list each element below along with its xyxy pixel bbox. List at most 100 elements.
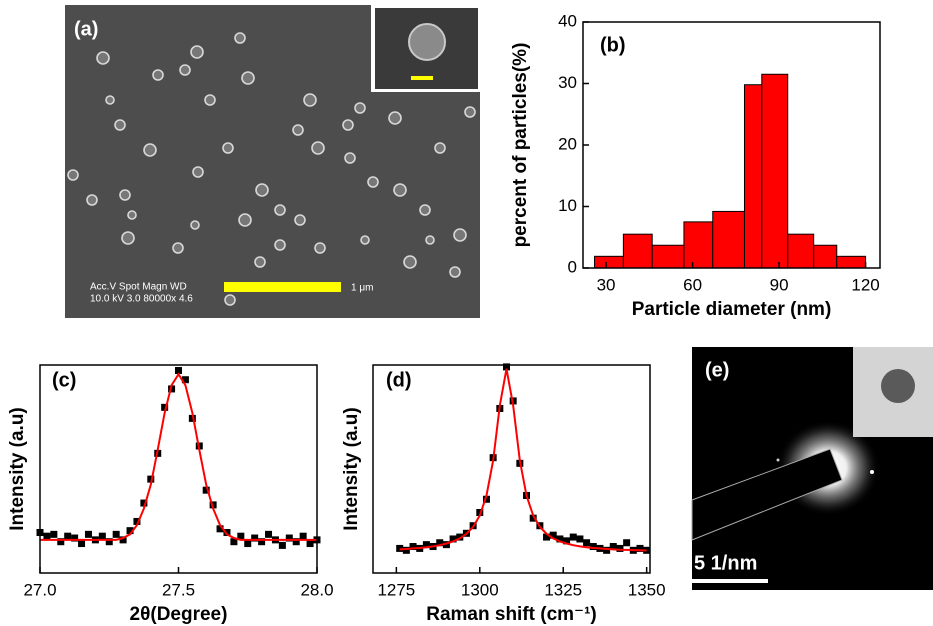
- particle: [173, 243, 183, 253]
- particle: [120, 190, 130, 200]
- sem-image: (a) Acc.V Spot Magn WD 10.0 kV 3.0 80000…: [65, 5, 480, 318]
- bar: [652, 245, 684, 268]
- particle: [68, 170, 78, 180]
- particle: [128, 211, 136, 219]
- particle: [420, 205, 430, 215]
- data-point: [85, 531, 92, 538]
- y-tick-label: 10: [558, 196, 577, 215]
- data-point: [99, 533, 106, 540]
- bar: [595, 256, 624, 268]
- sem-info: Acc.V Spot Magn WD: [90, 282, 187, 293]
- scale-bar: [224, 282, 341, 292]
- data-point: [50, 531, 57, 538]
- particle: [275, 205, 285, 215]
- particle: [87, 195, 97, 205]
- inset-particle: [409, 24, 445, 60]
- y-tick-label: 0: [568, 257, 577, 276]
- panel-label: (b): [600, 34, 626, 56]
- x-tick-label: 1275: [377, 580, 415, 599]
- data-point: [244, 540, 251, 547]
- data-point: [576, 535, 583, 542]
- particle: [144, 144, 156, 156]
- scale-bar: [692, 579, 768, 583]
- particle: [368, 177, 378, 187]
- figure: (a) Acc.V Spot Magn WD 10.0 kV 3.0 80000…: [0, 0, 933, 626]
- x-tick-label: 28.0: [300, 580, 333, 599]
- saed-image: (e) 5 1/nm: [692, 347, 933, 590]
- particle: [295, 215, 305, 225]
- page: {"images": {"a": {"label": "(a)", "info"…: [0, 0, 933, 626]
- data-point: [265, 531, 272, 538]
- particle: [275, 240, 285, 250]
- fit-line: [400, 369, 647, 551]
- particle: [315, 243, 325, 253]
- bar: [814, 245, 837, 268]
- data-point: [279, 542, 286, 549]
- bar: [713, 211, 745, 268]
- particle: [235, 33, 245, 43]
- particle: [191, 46, 203, 58]
- bar: [744, 85, 761, 268]
- particle: [225, 295, 235, 305]
- x-axis-label: Particle diameter (nm): [632, 299, 832, 320]
- panel-label: (d): [386, 369, 412, 391]
- inset-scale-bar: [411, 76, 433, 80]
- bar: [788, 234, 814, 268]
- x-tick-label: 27.0: [23, 580, 56, 599]
- particle: [293, 125, 303, 135]
- particle: [256, 184, 268, 196]
- x-tick-label: 1325: [544, 580, 582, 599]
- particle: [193, 167, 203, 177]
- y-tick-label: 40: [558, 11, 577, 30]
- y-axis-label: Intensity (a.u): [7, 407, 28, 531]
- particle: [239, 214, 251, 226]
- x-tick-label: 27.5: [162, 580, 195, 599]
- x-tick-label: 30: [597, 275, 616, 294]
- particle: [450, 267, 460, 277]
- particle: [355, 103, 365, 113]
- data-point: [570, 534, 577, 541]
- particle: [97, 52, 109, 64]
- particle: [122, 232, 134, 244]
- particle: [191, 221, 199, 229]
- x-tick-label: 1300: [461, 580, 499, 599]
- y-axis-label: percent of particles(%): [510, 43, 531, 248]
- particle: [180, 65, 190, 75]
- x-axis-label: Raman shift (cm⁻¹): [426, 604, 597, 625]
- y-tick-label: 20: [558, 134, 577, 153]
- particle: [205, 95, 215, 105]
- panel-label: (e): [705, 359, 729, 381]
- scale-label: 1 μm: [351, 283, 373, 294]
- data-point: [64, 533, 71, 540]
- data-point: [623, 539, 630, 546]
- y-tick-label: 30: [558, 73, 577, 92]
- y-axis-label: Intensity (a.u): [341, 407, 362, 531]
- data-point: [307, 540, 314, 547]
- particle: [454, 229, 466, 241]
- particle: [242, 72, 254, 84]
- particle: [255, 257, 265, 267]
- bar: [684, 222, 713, 268]
- particle: [312, 142, 324, 154]
- data-point: [43, 533, 50, 540]
- fit-line: [40, 374, 317, 540]
- particle: [361, 236, 369, 244]
- particle: [394, 184, 406, 196]
- x-axis-label: 2θ(Degree): [130, 604, 228, 625]
- particle: [435, 143, 445, 153]
- x-tick-label: 90: [770, 275, 789, 294]
- diffraction-spot: [777, 459, 780, 462]
- particle: [153, 70, 163, 80]
- particle: [343, 120, 353, 130]
- panel-label: (c): [52, 369, 76, 391]
- particle: [106, 96, 114, 104]
- bar: [762, 74, 788, 268]
- particle: [345, 153, 355, 163]
- particle: [115, 120, 125, 130]
- scale-label: 5 1/nm: [694, 552, 757, 574]
- x-tick-label: 1350: [628, 580, 666, 599]
- data-point: [300, 533, 307, 540]
- particle: [465, 107, 475, 117]
- bar: [623, 234, 652, 268]
- x-tick-label: 60: [683, 275, 702, 294]
